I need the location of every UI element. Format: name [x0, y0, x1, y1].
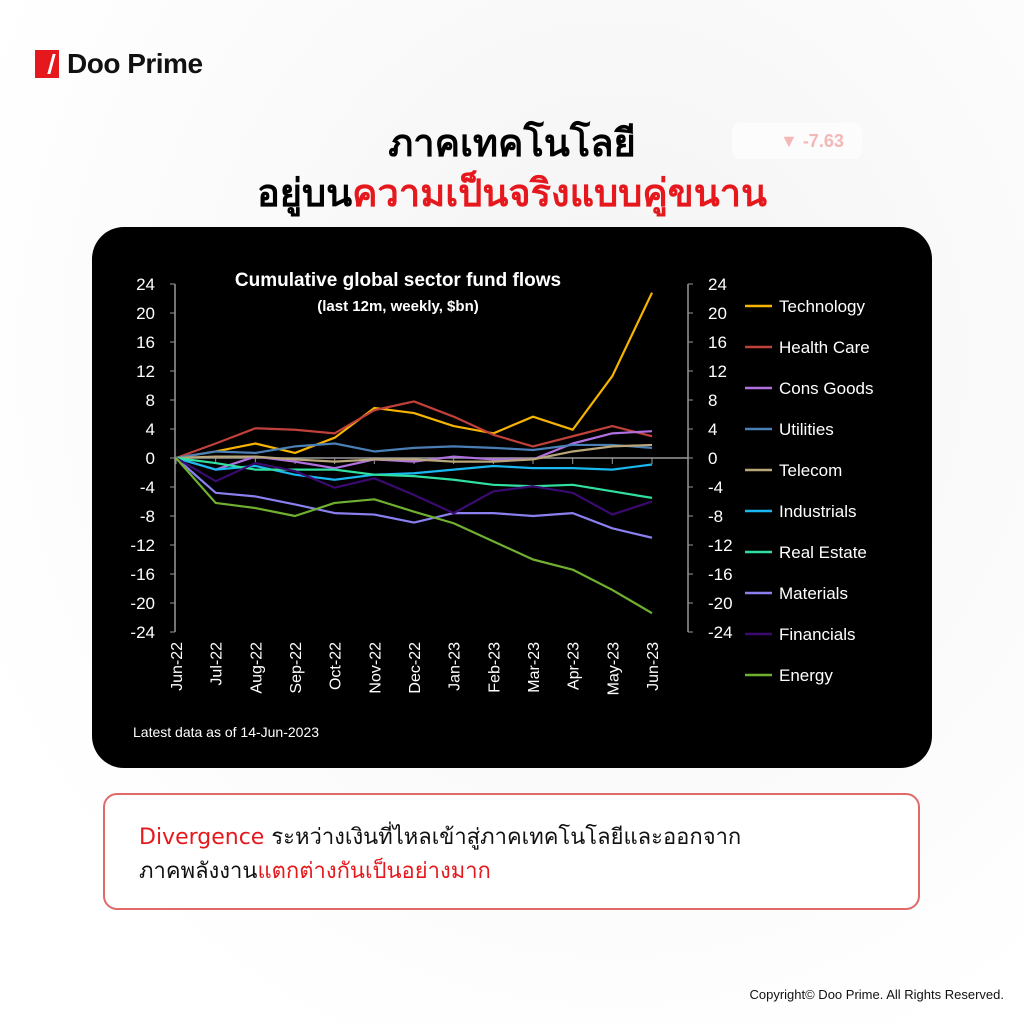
headline-line2: อยู่บนความเป็นจริงแบบคู่ขนาน	[0, 162, 1024, 223]
x-tick-label: Jun-22	[169, 642, 186, 691]
series-line-financials	[175, 457, 653, 516]
legend-label: Cons Goods	[779, 379, 874, 398]
right-y-tick-label: 4	[708, 420, 717, 439]
legend-label: Materials	[779, 584, 848, 603]
brand-logo: Doo Prime	[35, 48, 203, 80]
right-y-tick-label: -4	[708, 478, 723, 497]
chart-footnote: Latest data as of 14-Jun-2023	[133, 724, 319, 740]
x-tick-label: Feb-23	[486, 642, 503, 693]
x-tick-label: Aug-22	[248, 642, 265, 694]
brand-name: Doo Prime	[67, 48, 203, 79]
right-y-tick-label: -20	[708, 594, 733, 613]
left-y-tick-label: 24	[136, 275, 155, 294]
legend-label: Utilities	[779, 420, 834, 439]
series-line-materials	[175, 457, 653, 539]
left-y-tick-label: 16	[136, 333, 155, 352]
legend-label: Financials	[779, 625, 856, 644]
series-line-industrials	[175, 456, 653, 481]
chart-card	[92, 227, 932, 768]
note-text2: ภาคพลังงาน	[139, 859, 258, 884]
left-y-tick-label: 4	[146, 420, 155, 439]
series-line-health-care	[175, 400, 653, 460]
doo-prime-logo-icon	[35, 50, 59, 78]
x-tick-label: Sep-22	[288, 642, 305, 694]
note-text1: ระหว่างเงินที่ไหลเข้าสู่ภาคเทคโนโลยีและอ…	[264, 825, 742, 850]
right-y-tick-label: -24	[708, 623, 733, 642]
legend-label: Energy	[779, 666, 833, 685]
series-line-real-estate	[175, 456, 653, 499]
x-tick-label: May-23	[605, 642, 622, 695]
left-y-tick-label: 0	[146, 449, 155, 468]
right-y-tick-label: 16	[708, 333, 727, 352]
legend-label: Industrials	[779, 502, 856, 521]
series-line-utilities	[175, 442, 653, 460]
series-line-telecom	[175, 443, 653, 463]
right-y-tick-label: 12	[708, 362, 727, 381]
divergence-note: Divergence ระหว่างเงินที่ไหลเข้าสู่ภาคเท…	[103, 793, 920, 910]
right-y-tick-label: -16	[708, 565, 733, 584]
chart-title: Cumulative global sector fund flows	[235, 270, 561, 291]
left-y-tick-label: -24	[130, 623, 155, 642]
left-y-tick-label: -12	[130, 536, 155, 555]
headline-red: ความเป็นจริงแบบคู่ขนาน	[352, 171, 768, 215]
left-y-tick-label: 12	[136, 362, 155, 381]
series-line-technology	[175, 292, 653, 460]
x-tick-label: Jun-23	[645, 642, 662, 691]
left-y-tick-label: -16	[130, 565, 155, 584]
left-y-tick-label: 8	[146, 391, 155, 410]
note-text2-red: แตกต่างกันเป็นอย่างมาก	[257, 859, 491, 884]
right-y-tick-label: 0	[708, 449, 717, 468]
x-tick-label: Apr-23	[566, 642, 583, 690]
headline-line1: ภาคเทคโนโลยี	[388, 121, 636, 165]
left-y-tick-label: -20	[130, 594, 155, 613]
chart-subtitle: (last 12m, weekly, $bn)	[317, 298, 478, 315]
right-y-tick-label: 8	[708, 391, 717, 410]
legend-label: Telecom	[779, 461, 842, 480]
right-y-tick-label: -8	[708, 507, 723, 526]
x-tick-label: Jul-22	[209, 642, 226, 686]
x-tick-label: Jan-23	[447, 642, 464, 691]
x-tick-label: Oct-22	[328, 642, 345, 690]
right-y-tick-label: 20	[708, 304, 727, 323]
background-stock-badge: ▼ -7.63	[732, 123, 862, 159]
left-y-tick-label: 20	[136, 304, 155, 323]
x-tick-label: Mar-23	[526, 642, 543, 693]
right-y-tick-label: 24	[708, 275, 727, 294]
series-line-energy	[175, 457, 653, 615]
left-y-tick-label: -8	[140, 507, 155, 526]
x-tick-label: Dec-22	[407, 642, 424, 694]
x-tick-label: Nov-22	[367, 642, 384, 694]
headline-black: อยู่บน	[256, 171, 353, 215]
note-highlight-word: Divergence	[139, 825, 265, 850]
legend-label: Technology	[779, 297, 866, 316]
legend-label: Real Estate	[779, 543, 867, 562]
legend-label: Health Care	[779, 338, 870, 357]
right-y-tick-label: -12	[708, 536, 733, 555]
copyright: Copyright© Doo Prime. All Rights Reserve…	[749, 987, 1004, 1002]
left-y-tick-label: -4	[140, 478, 155, 497]
